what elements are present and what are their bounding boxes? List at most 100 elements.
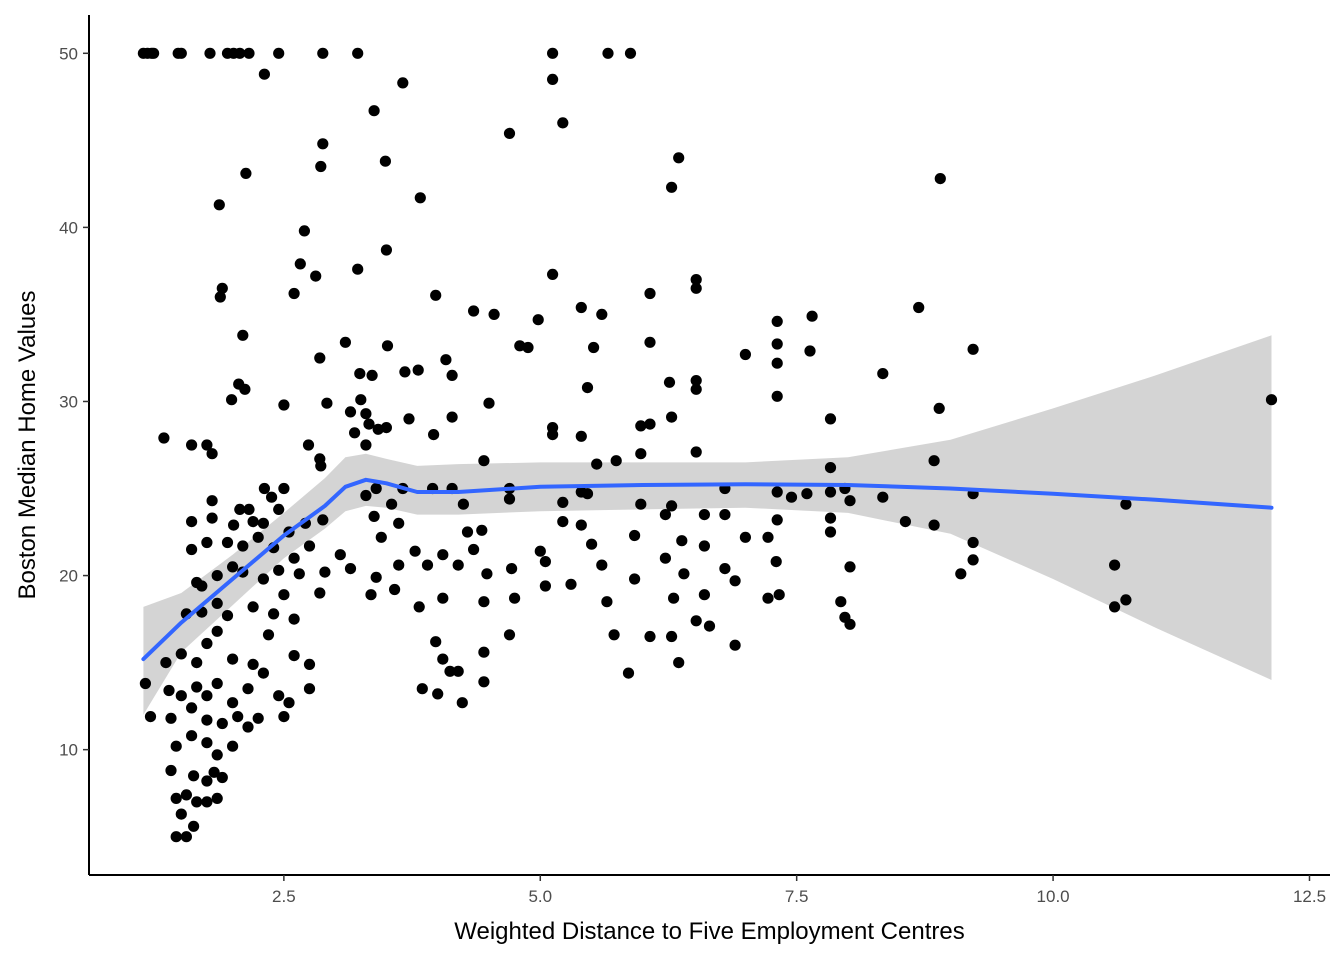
data-point <box>409 545 421 557</box>
data-point <box>360 439 372 451</box>
data-point <box>928 519 940 531</box>
data-point <box>1120 498 1132 510</box>
data-point <box>483 397 495 409</box>
data-point <box>771 315 783 327</box>
data-point <box>158 432 170 444</box>
data-point <box>243 47 255 59</box>
data-point <box>824 486 837 498</box>
data-point <box>635 448 647 460</box>
data-point <box>243 503 255 515</box>
data-point <box>393 559 405 571</box>
data-point <box>934 173 946 185</box>
data-point <box>208 766 220 778</box>
data-point <box>534 545 546 557</box>
confidence-band-layer <box>143 335 1272 715</box>
data-point <box>252 712 264 724</box>
data-point <box>380 422 392 434</box>
data-point <box>201 714 213 726</box>
data-point <box>698 540 711 552</box>
data-point <box>428 429 440 441</box>
data-point <box>234 503 246 515</box>
data-point <box>227 561 239 573</box>
data-point <box>557 496 569 508</box>
data-point <box>319 566 331 578</box>
data-point <box>397 77 409 89</box>
data-point <box>773 589 785 601</box>
data-point <box>844 618 856 630</box>
data-point <box>196 580 208 592</box>
data-point <box>175 648 187 660</box>
data-point <box>211 597 223 610</box>
data-point <box>785 491 798 503</box>
data-point <box>698 589 711 601</box>
data-point <box>801 488 813 500</box>
data-point <box>242 721 254 733</box>
data-point <box>228 519 240 531</box>
data-point <box>352 47 364 59</box>
data-point <box>399 366 411 378</box>
data-point <box>315 160 327 173</box>
smooth-line-layer <box>141 477 1274 662</box>
data-point <box>368 105 380 117</box>
data-point <box>412 364 424 376</box>
data-point <box>476 524 488 536</box>
data-point <box>591 458 603 470</box>
data-point <box>317 138 329 150</box>
data-point <box>283 697 295 709</box>
x-tick-label: 10.0 <box>1037 887 1070 906</box>
data-point <box>180 831 192 843</box>
data-point <box>360 489 372 502</box>
data-point <box>478 596 490 608</box>
data-point <box>575 301 587 314</box>
data-point <box>278 589 290 601</box>
data-point <box>339 336 351 348</box>
data-point <box>644 287 656 300</box>
data-point <box>226 394 238 406</box>
data-point <box>237 540 249 552</box>
data-point <box>288 613 300 625</box>
data-point <box>273 503 285 515</box>
data-point <box>602 47 614 59</box>
data-point <box>381 340 394 352</box>
data-point <box>955 568 967 580</box>
data-point <box>1120 594 1132 606</box>
data-point <box>437 592 449 604</box>
data-point <box>557 516 569 528</box>
data-point <box>368 510 380 522</box>
data-point <box>379 155 391 167</box>
data-point <box>247 601 259 613</box>
data-point <box>186 439 198 451</box>
data-point <box>877 368 889 380</box>
data-point <box>844 561 856 573</box>
data-point <box>468 305 480 317</box>
data-point <box>673 657 685 669</box>
data-point <box>278 482 290 495</box>
data-point <box>160 657 172 669</box>
data-point <box>366 369 378 381</box>
data-point <box>430 636 442 648</box>
data-point <box>676 535 688 547</box>
data-point <box>586 538 598 550</box>
axes-layer: 2.5 5.0 7.5 10.0 12.5 10 20 30 40 50 <box>59 15 1330 906</box>
data-point <box>201 439 213 451</box>
data-point <box>581 382 594 394</box>
data-point <box>452 559 464 571</box>
data-point <box>644 418 656 430</box>
data-point <box>1109 559 1121 571</box>
data-point <box>414 192 426 204</box>
data-point <box>165 764 177 777</box>
data-point <box>303 540 316 552</box>
data-point <box>690 274 702 286</box>
data-point <box>804 345 816 357</box>
data-point <box>503 127 516 139</box>
data-point <box>201 536 213 549</box>
data-point <box>314 587 326 599</box>
data-point <box>771 338 783 350</box>
data-point <box>644 336 656 348</box>
data-point <box>739 348 752 361</box>
data-point <box>488 308 500 320</box>
data-point <box>933 402 945 414</box>
data-point <box>547 268 559 280</box>
points-layer <box>137 47 1278 843</box>
